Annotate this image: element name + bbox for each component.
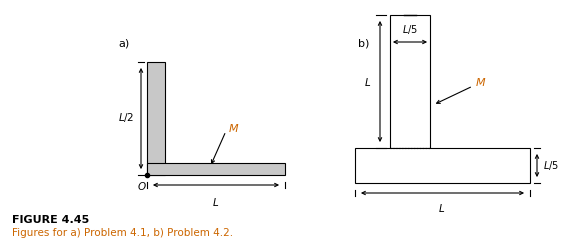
Text: Figures for a) Problem 4.1, b) Problem 4.2.: Figures for a) Problem 4.1, b) Problem 4…: [12, 228, 233, 238]
Text: $L/5$: $L/5$: [402, 23, 418, 36]
Text: FIGURE 4.45: FIGURE 4.45: [12, 215, 89, 225]
Bar: [390, 15, 430, 148]
Text: $L/5$: $L/5$: [543, 160, 559, 173]
Bar: [147, 163, 285, 175]
Text: $L$: $L$: [213, 196, 219, 208]
Text: $L$: $L$: [438, 202, 446, 214]
Text: $M$: $M$: [228, 122, 240, 134]
Bar: [147, 62, 165, 175]
Bar: [355, 148, 530, 183]
Text: b): b): [358, 38, 370, 48]
Text: a): a): [118, 38, 129, 48]
Text: $O$: $O$: [137, 180, 147, 192]
Text: $L$: $L$: [364, 76, 371, 88]
Text: $M$: $M$: [475, 76, 486, 88]
Text: $L/2$: $L/2$: [118, 112, 134, 124]
